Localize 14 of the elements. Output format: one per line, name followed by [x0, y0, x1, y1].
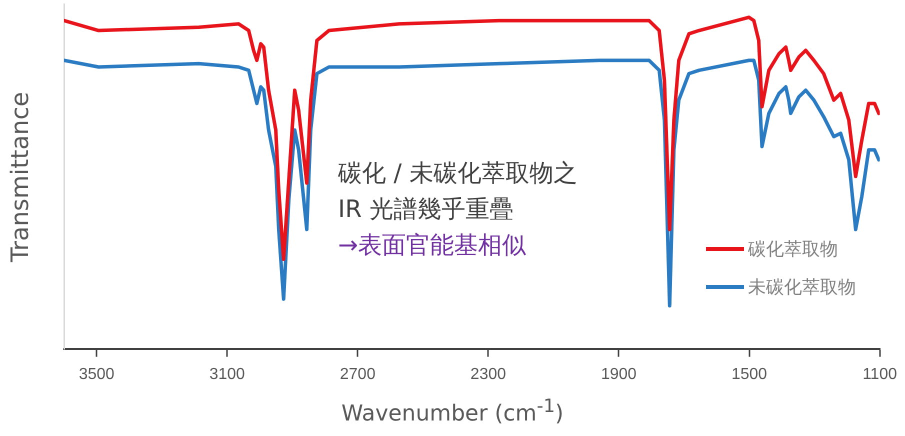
x-tick-label: 1900 — [600, 366, 637, 383]
annotation: →表面官能基相似 — [338, 230, 526, 261]
x-axis-title: Wavenumber (cm$^{-1}$) — [340, 396, 565, 426]
legend-label: 未碳化萃取物 — [748, 276, 856, 299]
x-tick-label: 1500 — [731, 366, 768, 383]
x-tick-label: 2700 — [340, 366, 376, 383]
x-tick-label: 1100 — [862, 366, 898, 383]
x-tick-label: 2300 — [470, 366, 506, 383]
legend-label: 碳化萃取物 — [748, 238, 838, 261]
annotation: 碳化 / 未碳化萃取物之 — [338, 158, 578, 189]
x-tick-label: 3500 — [78, 366, 115, 383]
annotation: IR 光譜幾乎重疊 — [338, 194, 514, 225]
x-tick-label: 3100 — [209, 366, 246, 383]
y-axis-title: Transmittance — [6, 92, 34, 262]
